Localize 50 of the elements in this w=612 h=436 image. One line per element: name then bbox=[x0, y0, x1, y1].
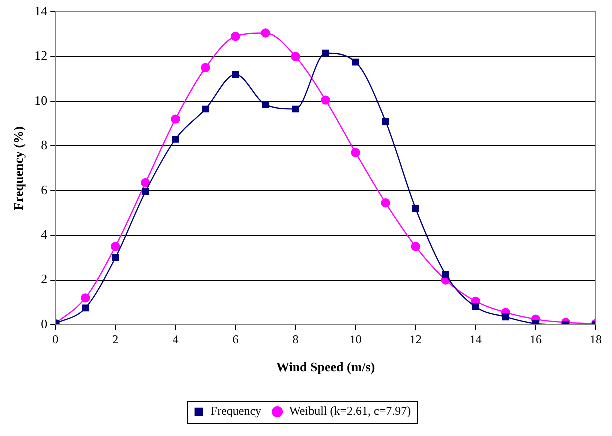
legend-label: Weibull (k=2.61, c=7.97) bbox=[290, 404, 412, 418]
y-tick-label: 12 bbox=[34, 48, 48, 64]
x-tick-label: 8 bbox=[292, 332, 299, 346]
point bbox=[412, 205, 420, 212]
legend-label: Frequency bbox=[210, 404, 262, 418]
point bbox=[322, 50, 330, 57]
point bbox=[231, 32, 240, 42]
point bbox=[142, 188, 150, 196]
x-tick-label: 16 bbox=[530, 332, 542, 346]
x-tick-label: 0 bbox=[52, 332, 59, 346]
y-tick-label: 4 bbox=[41, 226, 48, 242]
point bbox=[502, 314, 510, 321]
point bbox=[442, 271, 450, 278]
point bbox=[201, 63, 210, 72]
x-tick-label: 6 bbox=[232, 332, 239, 346]
point bbox=[171, 114, 180, 124]
point bbox=[532, 320, 540, 325]
point bbox=[112, 254, 120, 262]
point bbox=[232, 71, 240, 78]
point bbox=[111, 242, 120, 252]
point bbox=[141, 178, 150, 188]
point bbox=[82, 304, 90, 312]
y-tick-label: 2 bbox=[41, 272, 48, 287]
y-tick-label: 14 bbox=[34, 3, 48, 18]
y-axis-title: Frequency (%) bbox=[11, 126, 26, 210]
y-tick-label: 6 bbox=[41, 182, 48, 198]
x-tick-label: 10 bbox=[350, 332, 362, 346]
x-tick-label: 2 bbox=[112, 332, 119, 346]
point bbox=[381, 198, 390, 208]
x-tick-label: 4 bbox=[172, 332, 179, 346]
point bbox=[202, 106, 210, 113]
point bbox=[172, 136, 180, 143]
point bbox=[291, 52, 300, 62]
point bbox=[321, 96, 330, 105]
x-tick-label: 14 bbox=[470, 332, 482, 346]
x-tick-label: 12 bbox=[410, 332, 422, 346]
point bbox=[352, 58, 360, 66]
point bbox=[292, 106, 300, 113]
y-tick-label: 8 bbox=[41, 138, 48, 153]
y-tick-label: 10 bbox=[34, 92, 48, 108]
point bbox=[262, 101, 270, 108]
point bbox=[472, 304, 480, 311]
point bbox=[351, 148, 360, 158]
y-tick-label: 0 bbox=[41, 316, 48, 332]
point bbox=[411, 242, 420, 252]
point bbox=[382, 118, 390, 125]
point bbox=[261, 28, 270, 38]
x-tick-label: 18 bbox=[590, 332, 602, 346]
x-axis-title: Wind Speed (m/s) bbox=[276, 360, 376, 375]
point bbox=[81, 294, 90, 303]
